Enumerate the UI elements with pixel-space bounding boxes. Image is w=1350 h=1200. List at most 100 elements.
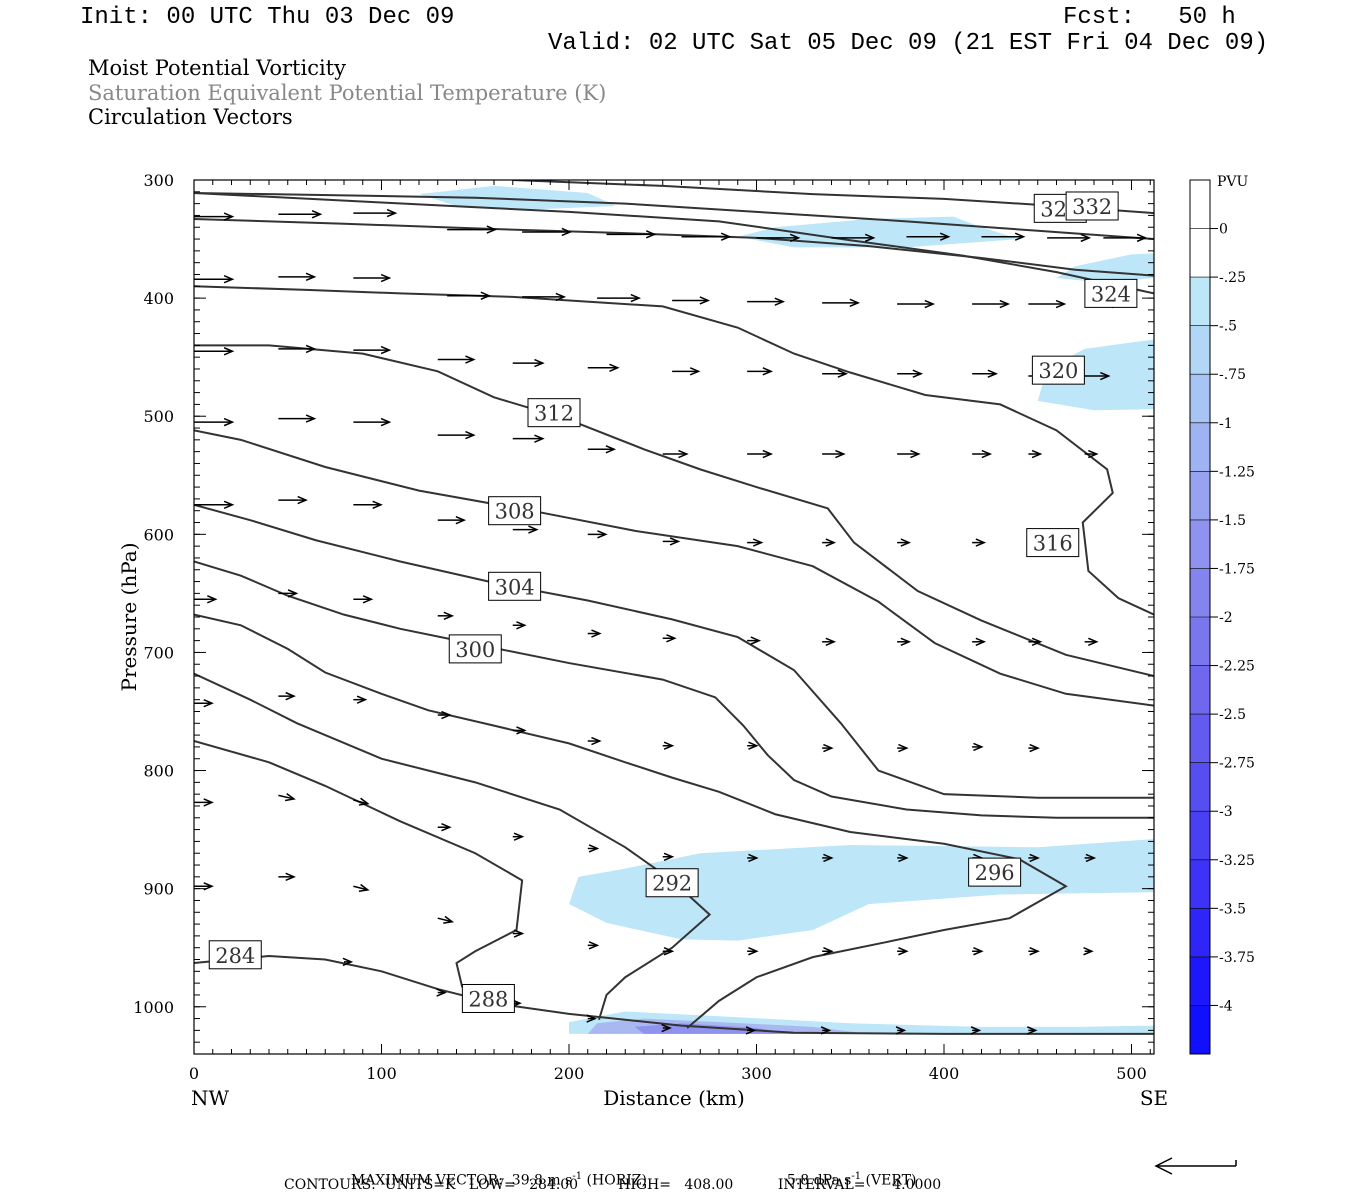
contour-308: [194, 429, 1154, 707]
contour-324: [194, 191, 1154, 295]
vector-59: [747, 538, 764, 547]
colorbar-swatch: [1190, 228, 1210, 278]
vector-92: [437, 823, 452, 832]
colorbar-unit: PVU: [1217, 174, 1249, 190]
contour-label-304: 304: [488, 571, 542, 601]
vector-4: [522, 227, 573, 237]
x-axis-title: Distance (km): [603, 1086, 745, 1110]
vector-75: [1028, 637, 1043, 646]
vector-10: [981, 232, 1026, 241]
colorbar-swatch: [1190, 1005, 1210, 1054]
vector-118: [586, 1014, 597, 1023]
vector-69: [587, 629, 602, 638]
pv-region-0: [419, 185, 616, 210]
vector-106: [512, 929, 525, 938]
contour-label-text: 288: [468, 987, 508, 1011]
vector-102: [194, 882, 214, 891]
x-tick-label: 0: [189, 1064, 199, 1083]
max-vector-vert-exp: -1: [851, 1171, 862, 1182]
contour-320: [194, 217, 1154, 277]
contour-300: [194, 560, 1154, 819]
vector-58: [662, 537, 681, 546]
vector-84: [747, 741, 759, 750]
colorbar-label: -2.5: [1219, 707, 1246, 723]
contour-label-box: [1084, 278, 1138, 308]
vector-15: [353, 273, 392, 283]
colorbar-label: -.25: [1219, 270, 1246, 286]
contour-label-box: [208, 940, 262, 970]
vector-52: [194, 500, 235, 509]
vector-70: [662, 634, 677, 643]
x-right-end-label: SE: [1140, 1086, 1168, 1110]
vector-124: [1026, 1026, 1038, 1035]
vector-73: [897, 637, 912, 646]
y-tick-label: 1000: [133, 998, 174, 1017]
vector-57: [587, 530, 608, 539]
max-vector-label: MAXIMUM VECTOR:: [350, 1172, 503, 1189]
contour-label-box: [527, 398, 581, 428]
vector-8: [831, 233, 876, 243]
contour-label-text: 320: [1038, 359, 1078, 383]
vector-96: [747, 853, 759, 863]
vector-17: [522, 292, 567, 302]
vector-107: [587, 941, 600, 950]
vector-115: [342, 957, 354, 967]
vector-11: [1047, 233, 1092, 243]
vector-42: [437, 430, 476, 440]
vector-7: [756, 233, 801, 243]
colorbar-label: -3.75: [1219, 950, 1255, 966]
vector-100: [1028, 853, 1040, 863]
vector-80: [437, 710, 452, 720]
contour-label-324: 324: [1084, 278, 1138, 308]
vector-104: [353, 883, 370, 893]
contour-328: [194, 191, 1154, 241]
reference-vector: [1154, 1157, 1237, 1175]
vector-46: [747, 449, 774, 459]
vector-119: [661, 1023, 672, 1033]
colorbar-label: -2: [1219, 610, 1233, 626]
vector-88: [1028, 743, 1040, 753]
pv-region-2: [1056, 253, 1154, 283]
colorbar-swatch: [1190, 956, 1210, 1006]
vector-98: [897, 853, 909, 863]
vector-105: [437, 915, 455, 924]
contour-label-text: 304: [495, 575, 535, 599]
colorbar-label: -1.25: [1219, 464, 1255, 480]
contour-312: [194, 344, 1154, 678]
colorbar-swatch: [1190, 471, 1210, 520]
max-vector-horiz-suffix: (HORIZ): [582, 1172, 647, 1189]
max-vector-horiz-exp: -1: [572, 1171, 583, 1182]
vector-26: [194, 347, 235, 356]
vector-76: [1084, 637, 1099, 646]
contour-label-box: [488, 571, 542, 601]
contour-label-text: 296: [975, 861, 1015, 885]
vector-121: [820, 1026, 832, 1035]
y-tick-label: 500: [143, 407, 174, 426]
colorbar-swatch: [1190, 665, 1210, 715]
valid-time: Valid: 02 UTC Sat 05 Dec 09 (21 EST Fri …: [548, 30, 1269, 57]
vector-111: [897, 947, 909, 956]
x-left-end-label: NW: [191, 1086, 230, 1110]
colorbar-swatch: [1190, 374, 1210, 423]
axis-ticks: 0 100 200 300 400 500 300 400 500 600 700 800 900 100…: [133, 171, 1154, 1083]
contour-label-320: 320: [1031, 355, 1085, 385]
contour-label-text: 284: [215, 944, 255, 968]
contour-label-text: 308: [495, 500, 535, 524]
vector-51: [1084, 449, 1099, 459]
x-tick-label: 300: [741, 1064, 772, 1083]
vector-45: [662, 449, 689, 459]
vector-64: [194, 595, 218, 604]
vector-35: [897, 369, 924, 378]
contour-296: [194, 613, 1068, 1029]
vector-89: [194, 798, 214, 807]
vector-86: [897, 743, 909, 753]
vector-108: [662, 947, 675, 956]
colorbar-label: -3.25: [1219, 853, 1255, 869]
vector-23: [972, 299, 1011, 309]
max-vector-vert-suffix: (VERT): [861, 1172, 917, 1189]
vector-56: [512, 525, 539, 534]
contour-label-box: [488, 496, 542, 526]
vector-122: [895, 1026, 907, 1035]
vector-87: [972, 742, 984, 752]
